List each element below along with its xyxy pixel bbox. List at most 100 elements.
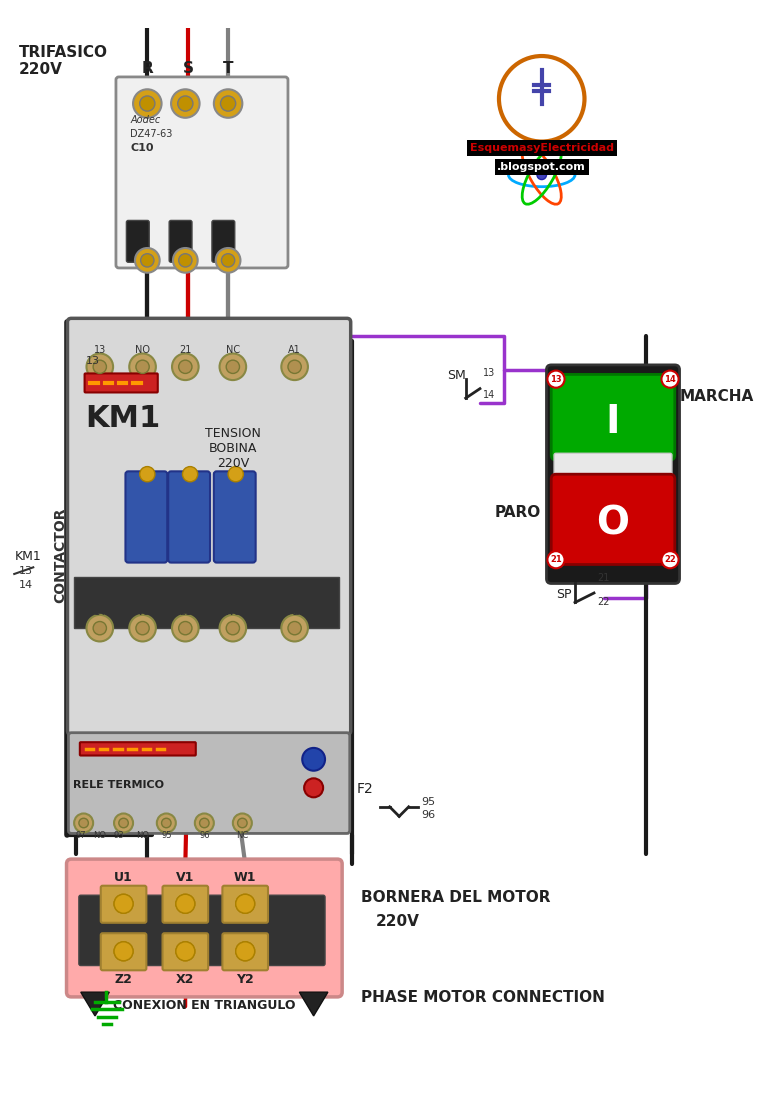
Text: W1: W1	[234, 871, 256, 884]
FancyBboxPatch shape	[546, 365, 679, 583]
FancyBboxPatch shape	[223, 886, 268, 923]
Text: NC: NC	[226, 607, 240, 617]
Text: NC: NC	[226, 346, 240, 356]
Circle shape	[74, 814, 93, 833]
Text: 14: 14	[483, 390, 495, 400]
Text: 95: 95	[161, 831, 172, 841]
Text: NC: NC	[236, 831, 249, 841]
Circle shape	[87, 614, 113, 641]
Circle shape	[135, 248, 160, 273]
FancyBboxPatch shape	[551, 475, 675, 564]
FancyBboxPatch shape	[551, 375, 675, 460]
Circle shape	[226, 621, 239, 634]
Circle shape	[172, 614, 198, 641]
Text: PHASE MOTOR CONNECTION: PHASE MOTOR CONNECTION	[361, 989, 605, 1005]
Circle shape	[136, 360, 149, 374]
Text: 21: 21	[179, 607, 192, 617]
Circle shape	[236, 942, 255, 960]
FancyBboxPatch shape	[214, 471, 255, 562]
Circle shape	[214, 90, 242, 118]
FancyBboxPatch shape	[84, 374, 158, 393]
Circle shape	[114, 894, 133, 914]
Text: EsquemasyElectricidad: EsquemasyElectricidad	[470, 143, 614, 153]
Circle shape	[136, 621, 149, 634]
FancyBboxPatch shape	[68, 318, 350, 734]
Text: CONTACTOR: CONTACTOR	[53, 507, 67, 602]
Text: SM: SM	[447, 369, 465, 383]
Circle shape	[79, 818, 88, 827]
Text: 22: 22	[597, 598, 610, 608]
Text: R: R	[141, 61, 154, 77]
Circle shape	[179, 254, 192, 267]
Circle shape	[129, 354, 156, 380]
FancyBboxPatch shape	[163, 934, 208, 970]
Circle shape	[236, 894, 255, 914]
Circle shape	[302, 747, 325, 771]
Text: 95: 95	[421, 797, 435, 807]
Circle shape	[537, 170, 546, 180]
Text: .blogspot.com: .blogspot.com	[497, 162, 586, 172]
Text: 14: 14	[19, 580, 33, 590]
Text: 21: 21	[550, 556, 562, 564]
Circle shape	[288, 621, 301, 634]
Text: RELE TERMICO: RELE TERMICO	[73, 780, 164, 790]
FancyBboxPatch shape	[80, 742, 196, 755]
Text: NO: NO	[135, 346, 150, 356]
Text: 97: 97	[75, 831, 86, 841]
Circle shape	[179, 621, 192, 634]
Text: 13: 13	[93, 346, 106, 356]
Circle shape	[220, 96, 236, 111]
Text: BORNERA DEL MOTOR: BORNERA DEL MOTOR	[361, 889, 551, 905]
Text: DZ47-63: DZ47-63	[130, 129, 173, 139]
Circle shape	[220, 614, 246, 641]
Circle shape	[173, 248, 198, 273]
Text: NO: NO	[135, 607, 150, 617]
FancyBboxPatch shape	[223, 934, 268, 970]
Text: F2: F2	[356, 782, 373, 795]
Text: 96: 96	[199, 831, 210, 841]
FancyBboxPatch shape	[74, 577, 339, 628]
Circle shape	[172, 354, 198, 380]
Circle shape	[238, 818, 247, 827]
Circle shape	[157, 814, 176, 833]
Text: 93: 93	[113, 831, 124, 841]
Circle shape	[228, 467, 243, 481]
Text: NO: NO	[93, 831, 106, 841]
Text: 96: 96	[421, 811, 435, 821]
Circle shape	[233, 814, 252, 833]
Text: PARO: PARO	[494, 505, 540, 520]
Text: 13: 13	[19, 566, 33, 576]
Text: 13: 13	[483, 368, 495, 378]
Text: 21: 21	[597, 572, 610, 582]
Text: 13: 13	[86, 356, 100, 366]
Text: T: T	[223, 61, 233, 77]
Circle shape	[547, 551, 565, 568]
Circle shape	[162, 818, 171, 827]
FancyBboxPatch shape	[126, 221, 149, 262]
FancyBboxPatch shape	[79, 895, 325, 966]
Text: A1: A1	[288, 346, 301, 356]
Polygon shape	[81, 993, 109, 1016]
Text: 13: 13	[550, 375, 562, 384]
Text: TENSION
BOBINA
220V: TENSION BOBINA 220V	[205, 427, 261, 470]
Circle shape	[200, 818, 209, 827]
Circle shape	[93, 621, 106, 634]
Circle shape	[114, 894, 133, 914]
Text: U1: U1	[114, 871, 133, 884]
Text: I: I	[606, 403, 620, 441]
Circle shape	[141, 254, 154, 267]
FancyBboxPatch shape	[168, 471, 210, 562]
Circle shape	[236, 894, 255, 914]
FancyBboxPatch shape	[101, 886, 147, 923]
Circle shape	[661, 551, 679, 568]
FancyBboxPatch shape	[68, 733, 350, 834]
Text: NO: NO	[136, 831, 149, 841]
Circle shape	[114, 814, 133, 833]
Circle shape	[195, 814, 214, 833]
FancyBboxPatch shape	[125, 471, 167, 562]
Circle shape	[129, 614, 156, 641]
Circle shape	[216, 248, 240, 273]
Circle shape	[179, 360, 192, 374]
Circle shape	[140, 467, 155, 481]
Text: X2: X2	[176, 973, 195, 986]
